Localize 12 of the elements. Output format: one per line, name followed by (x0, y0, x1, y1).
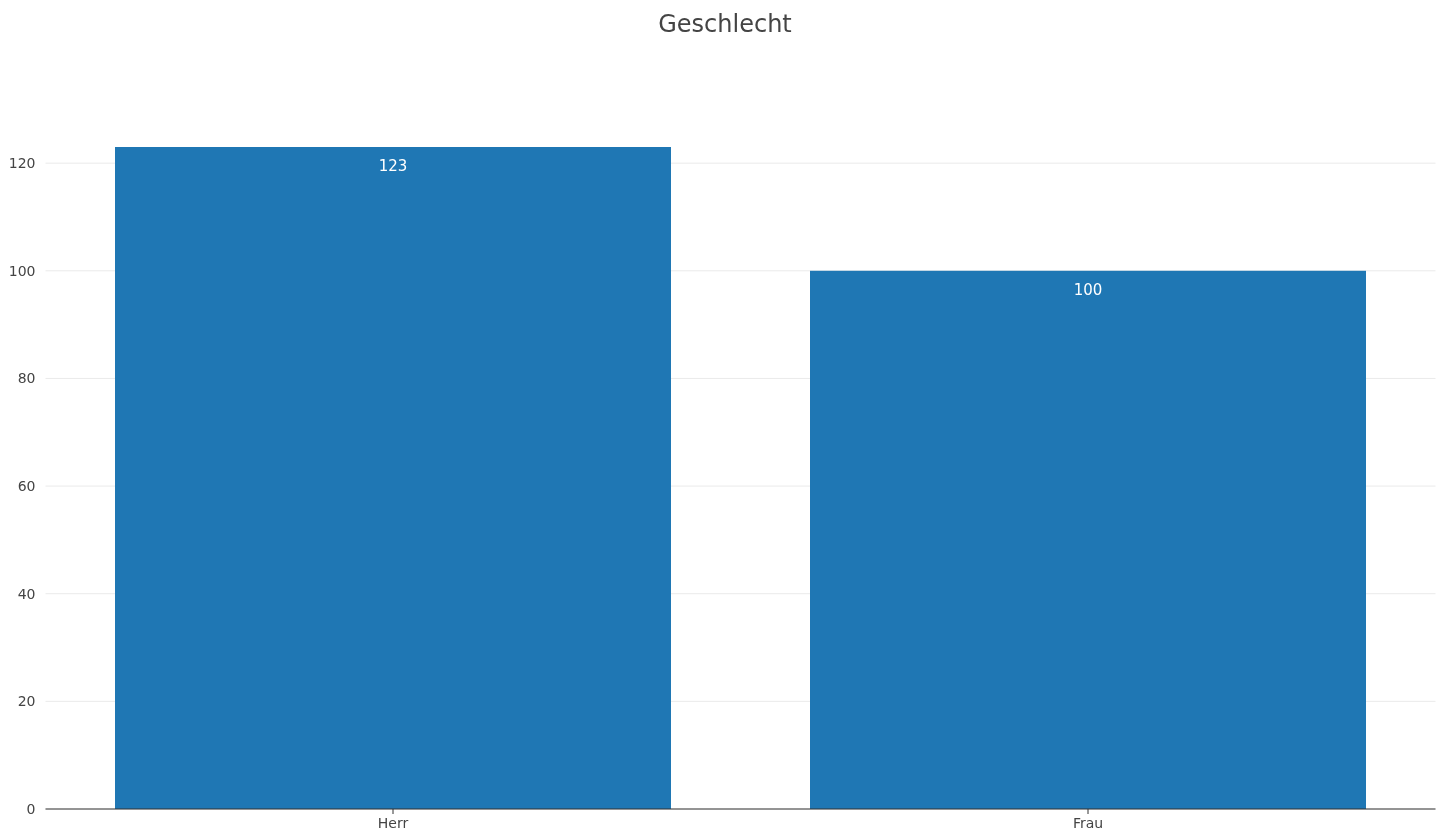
chart-title: Geschlecht (658, 10, 792, 38)
y-tick-label: 100 (8, 262, 36, 279)
y-tick-label: 0 (26, 800, 36, 817)
x-tick-label: Frau (1072, 814, 1104, 831)
data-label: 123 (378, 157, 408, 175)
x-tick-label: Herr (377, 814, 409, 831)
y-tick-label: 80 (17, 370, 36, 387)
data-label: 100 (1073, 280, 1103, 299)
y-tick-label: 20 (17, 693, 36, 710)
y-tick-label: 60 (17, 478, 36, 495)
y-tick-label: 40 (17, 585, 36, 602)
y-tick-label: 120 (8, 155, 36, 172)
